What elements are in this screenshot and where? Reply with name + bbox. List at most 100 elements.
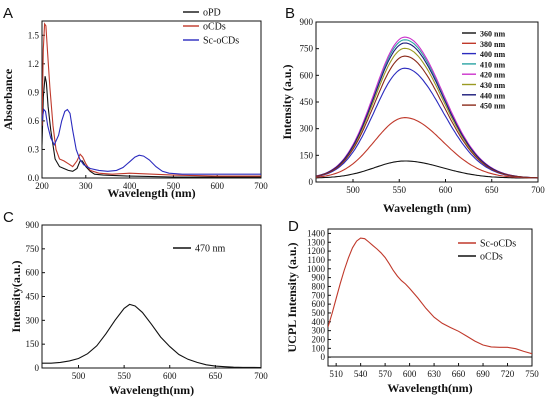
x-tick-label: 700 <box>254 371 268 381</box>
panel-letter: A <box>3 5 13 22</box>
series-line-sc-ocds <box>328 237 532 355</box>
plot-frame <box>41 224 262 369</box>
y-tick-label: 0 <box>35 363 40 373</box>
x-axis-label: Wavelength(nm) <box>387 381 472 395</box>
y-axis-label: UCPL Intensity (a.u.) <box>285 242 299 352</box>
legend-label: 410 nm <box>480 60 505 69</box>
x-tick-label: 700 <box>254 181 268 191</box>
legend-label: Sc-oCDs <box>203 36 239 47</box>
legend-label: 450 nm <box>480 102 505 111</box>
y-tick-label: 150 <box>26 339 40 349</box>
x-tick-label: 400 <box>123 181 137 191</box>
series-line-sc-ocds <box>42 108 261 175</box>
panel-d: D 510 540 570 600 630 660 690 720 750 010020030040… <box>285 218 539 395</box>
y-tick-label: 600 <box>312 299 326 309</box>
x-tick-label: 550 <box>393 185 407 195</box>
legend-label: oPD <box>203 8 221 19</box>
x-tick-label: 200 <box>35 181 49 191</box>
y-axis-label: Absorbance <box>1 68 15 130</box>
x-tick-label: 700 <box>531 185 545 195</box>
y-tick-label: 300 <box>26 315 40 325</box>
plot-frame <box>327 228 533 367</box>
y-tick-label: 200 <box>312 334 326 344</box>
x-tick-label: 600 <box>439 185 453 195</box>
x-tick-label: 570 <box>378 369 392 379</box>
y-tick-label: 0.9 <box>28 87 40 97</box>
y-tick-label: 1400 <box>307 228 326 238</box>
x-tick-label: 650 <box>209 371 223 381</box>
x-axis-label: Wavelength (nm) <box>107 186 195 200</box>
y-tick-label: 1.2 <box>28 59 39 69</box>
y-tick-label: 300 <box>312 326 326 336</box>
series-line-ocds <box>42 22 261 177</box>
legend-label: Sc-oCDs <box>480 239 516 250</box>
x-tick-label: 500 <box>346 185 360 195</box>
x-tick-label: 650 <box>485 185 499 195</box>
y-tick-label: 450 <box>300 97 314 107</box>
y-tick-label: 1200 <box>307 246 326 256</box>
y-tick-label: 0.0 <box>28 173 40 183</box>
y-tick-label: 750 <box>300 44 314 54</box>
x-tick-label: 300 <box>79 181 93 191</box>
legend-label: 400 nm <box>480 50 505 59</box>
x-tick-label: 600 <box>403 369 417 379</box>
legend-label: oCDs <box>480 252 503 263</box>
x-tick-label: 550 <box>117 371 131 381</box>
panel-b: B 500 550 600 650 700 0 150 300 450 600 750 900 Wavel… <box>280 5 545 215</box>
series-line-360-nm <box>316 160 538 179</box>
x-axis-label: Wavelength (nm) <box>383 201 471 215</box>
panel-letter: C <box>3 209 14 226</box>
legend-label: 380 nm <box>480 40 505 49</box>
x-tick-label: 510 <box>329 369 343 379</box>
series-line-380-nm <box>316 117 538 179</box>
y-tick-label: 1000 <box>307 264 326 274</box>
panel-letter: D <box>288 218 299 235</box>
y-tick-label: 300 <box>300 124 314 134</box>
legend-label: 420 nm <box>480 71 505 80</box>
y-tick-label: 800 <box>312 281 326 291</box>
panel-a: A 200 300 400 500 600 700 0.0 0.3 0.6 0.9 1.2 1.5 Wav… <box>1 5 268 200</box>
x-tick-label: 690 <box>476 369 490 379</box>
x-tick-label: 660 <box>452 369 466 379</box>
y-tick-label: 1100 <box>307 255 325 265</box>
y-tick-label: 400 <box>312 317 326 327</box>
series-line-470-nm <box>42 303 261 368</box>
series-line-opd <box>42 76 261 178</box>
y-tick-label: 0.3 <box>28 144 40 154</box>
y-tick-label: 450 <box>26 292 40 302</box>
x-tick-label: 500 <box>167 181 181 191</box>
series-line-450-nm <box>316 55 538 179</box>
x-tick-label: 600 <box>163 371 177 381</box>
y-tick-label: 150 <box>300 150 314 160</box>
y-tick-label: 750 <box>26 244 40 254</box>
legend-label: 430 nm <box>480 81 505 90</box>
panel-letter: B <box>285 5 295 22</box>
panel-c: C 500 550 600 650 700 0 150 300 450 600 750 900 Wavel… <box>3 209 268 397</box>
y-tick-label: 0.6 <box>28 116 40 126</box>
y-tick-label: 900 <box>300 17 314 27</box>
x-tick-label: 500 <box>72 371 86 381</box>
y-axis-label: Intensity(a.u.) <box>9 260 23 332</box>
y-tick-label: 900 <box>26 220 40 230</box>
x-tick-label: 630 <box>427 369 441 379</box>
x-tick-label: 600 <box>210 181 224 191</box>
y-tick-label: 1.5 <box>28 30 40 40</box>
y-tick-label: 900 <box>312 273 326 283</box>
y-tick-label: 600 <box>300 70 314 80</box>
legend-label: oCDs <box>203 22 226 33</box>
y-tick-label: 0 <box>309 177 314 187</box>
y-tick-label: 100 <box>312 343 326 353</box>
x-tick-label: 720 <box>501 369 515 379</box>
x-tick-label: 750 <box>525 369 539 379</box>
x-tick-label: 540 <box>354 369 368 379</box>
y-tick-label: 600 <box>26 268 40 278</box>
y-axis-label: Intensity (a.u.) <box>280 64 294 139</box>
y-tick-label: 500 <box>312 308 326 318</box>
y-tick-label: 1300 <box>307 237 326 247</box>
y-tick-label: 700 <box>312 290 326 300</box>
y-tick-label: 0 <box>321 352 326 362</box>
legend-label: 360 nm <box>480 30 505 39</box>
legend-label: 440 nm <box>480 91 505 100</box>
x-axis-label: Wavelength(nm) <box>109 383 194 397</box>
